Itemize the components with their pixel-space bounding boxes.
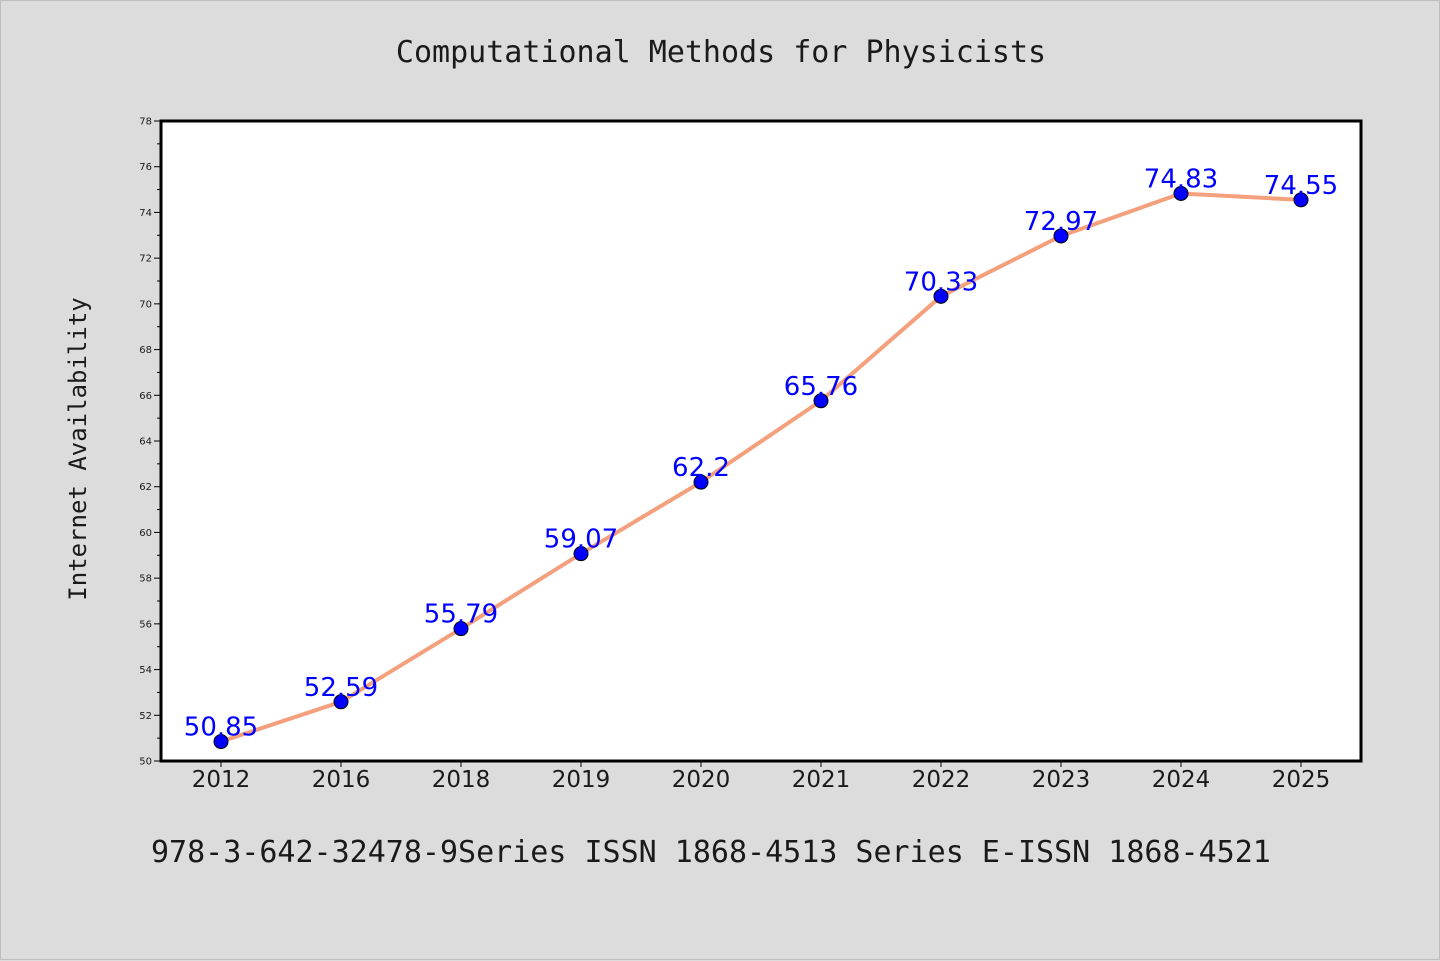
y-tick-label: 70 — [139, 299, 152, 310]
data-label: 65.76 — [784, 372, 858, 402]
data-point — [1053, 228, 1069, 244]
y-tick-label: 76 — [139, 162, 152, 173]
y-tick-label: 74 — [139, 208, 152, 219]
y-tick-label: 66 — [139, 391, 152, 402]
data-label: 72.97 — [1024, 207, 1098, 237]
x-tick-label: 2019 — [552, 767, 611, 793]
data-point — [933, 288, 949, 304]
data-label: 74.55 — [1264, 171, 1338, 201]
data-point — [813, 393, 829, 409]
y-tick-label: 72 — [139, 254, 152, 265]
x-tick-label: 2020 — [672, 767, 731, 793]
data-point — [1173, 185, 1189, 201]
x-tick-label: 2025 — [1272, 767, 1331, 793]
data-point — [333, 694, 349, 710]
y-tick-label: 52 — [139, 711, 152, 722]
x-tick-label: 2021 — [792, 767, 851, 793]
y-tick-label: 62 — [139, 482, 152, 493]
data-point — [573, 546, 589, 562]
footer-note: 978-3-642-32478-9Series ISSN 1868-4513 S… — [151, 835, 1271, 870]
y-tick-label: 64 — [139, 437, 152, 448]
data-label: 70.33 — [904, 267, 978, 297]
y-tick-label: 60 — [139, 528, 152, 539]
data-label: 74.83 — [1144, 164, 1218, 194]
data-point — [1293, 192, 1309, 208]
y-tick-label: 50 — [139, 757, 152, 768]
x-tick-label: 2023 — [1032, 767, 1091, 793]
data-label: 62.2 — [672, 453, 730, 483]
y-tick-label: 56 — [139, 619, 152, 630]
x-tick-label: 2022 — [912, 767, 971, 793]
x-tick-label: 2012 — [192, 767, 251, 793]
data-point — [693, 474, 709, 490]
x-tick-label: 2018 — [432, 767, 491, 793]
series-line — [219, 191, 1303, 744]
data-label: 52.59 — [304, 673, 378, 703]
y-tick-label: 78 — [139, 117, 152, 128]
data-point — [453, 621, 469, 637]
plot-frame — [159, 119, 1363, 763]
data-label: 50.85 — [184, 713, 258, 743]
data-label: 55.79 — [424, 600, 498, 630]
x-tick-label: 2024 — [1152, 767, 1211, 793]
y-tick-label: 58 — [139, 574, 152, 585]
y-tick-label: 54 — [139, 665, 152, 676]
x-tick-label: 2016 — [312, 767, 371, 793]
data-label: 59.07 — [544, 525, 618, 555]
data-point — [213, 734, 229, 750]
chart-title: Computational Methods for Physicists — [395, 35, 1047, 70]
y-tick-label: 68 — [139, 345, 152, 356]
